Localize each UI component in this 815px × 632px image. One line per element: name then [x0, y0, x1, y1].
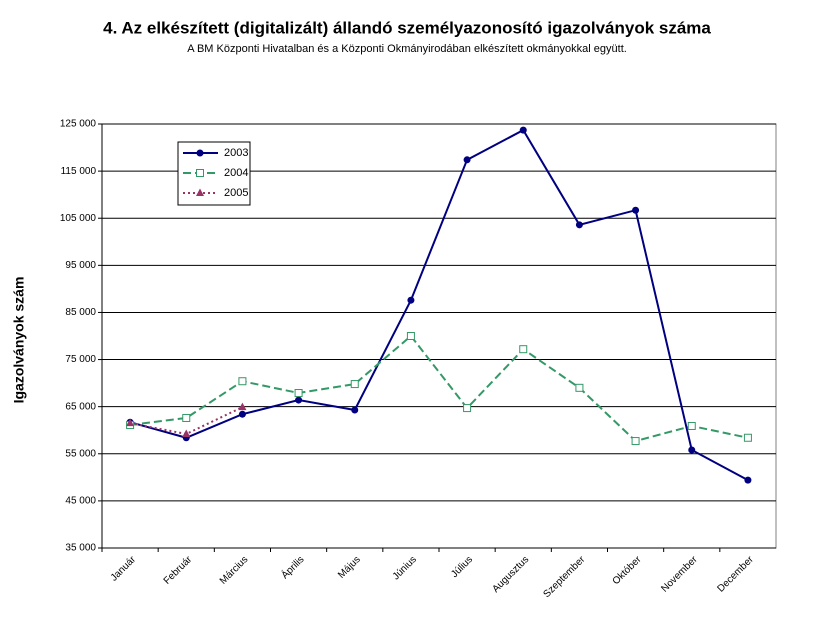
y-tick-label: 45 000	[65, 496, 96, 507]
series-line	[129, 128, 749, 482]
x-tick-label: Február	[162, 554, 195, 587]
legend-label: 2003	[224, 147, 248, 159]
x-tick-label: Szeptember	[541, 554, 587, 600]
point	[519, 126, 527, 134]
point	[295, 396, 303, 404]
point	[463, 404, 472, 413]
point	[463, 156, 471, 164]
legend-marker	[196, 149, 204, 157]
point	[407, 296, 415, 304]
point	[238, 402, 247, 411]
point	[519, 345, 528, 354]
y-axis-label: Igazolványok szám	[11, 277, 27, 404]
x-tick-label: Január	[109, 554, 139, 584]
y-tick-label: 95 000	[65, 260, 96, 271]
point	[632, 206, 640, 214]
y-tick-label: 125 000	[60, 119, 97, 130]
point	[126, 418, 135, 427]
point	[182, 413, 191, 422]
x-tick-label: Június	[391, 554, 419, 582]
y-tick-label: 85 000	[65, 307, 96, 318]
point	[631, 437, 640, 446]
point	[743, 433, 752, 442]
y-tick-label: 55 000	[65, 448, 96, 459]
x-tick-label: Július	[449, 554, 475, 580]
x-tick-label: November	[659, 554, 700, 595]
y-tick-label: 35 000	[65, 543, 96, 554]
legend: 2003 2004 2005	[177, 141, 251, 206]
y-tick-label: 105 000	[60, 213, 97, 224]
y-tick-label: 115 000	[61, 166, 97, 177]
y-tick-label: 75 000	[65, 354, 96, 365]
point	[687, 421, 696, 430]
point	[575, 221, 583, 229]
chart-title: 4. Az elkészített (digitalizált) állandó…	[103, 18, 711, 37]
point	[238, 377, 247, 386]
x-tick-label: Május	[336, 554, 363, 581]
point	[575, 383, 584, 392]
legend-marker	[196, 188, 204, 196]
point	[182, 429, 191, 437]
point	[744, 476, 752, 484]
point	[294, 389, 303, 398]
x-tick-label: December	[716, 554, 757, 595]
point	[238, 410, 246, 418]
point	[688, 446, 696, 454]
chart-subtitle: A BM Központi Hivatalban és a Központi O…	[187, 43, 627, 55]
point	[406, 332, 415, 340]
x-tick-label: Március	[218, 554, 251, 587]
y-tick-label: 65 000	[65, 401, 96, 412]
x-tick-label: Április	[278, 553, 306, 581]
point	[350, 380, 359, 389]
series-line	[129, 334, 749, 443]
point	[351, 406, 359, 414]
legend-marker	[196, 169, 204, 177]
legend-label: 2005	[224, 187, 248, 199]
legend-label: 2004	[224, 167, 248, 179]
x-tick-label: Október	[611, 554, 644, 587]
x-tick-label: Augusztus	[490, 554, 531, 595]
